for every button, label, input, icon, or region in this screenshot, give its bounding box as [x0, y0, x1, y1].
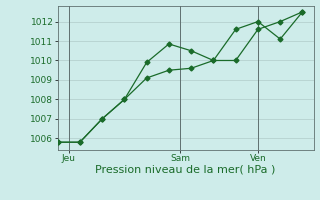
X-axis label: Pression niveau de la mer( hPa ): Pression niveau de la mer( hPa ) [95, 165, 276, 175]
